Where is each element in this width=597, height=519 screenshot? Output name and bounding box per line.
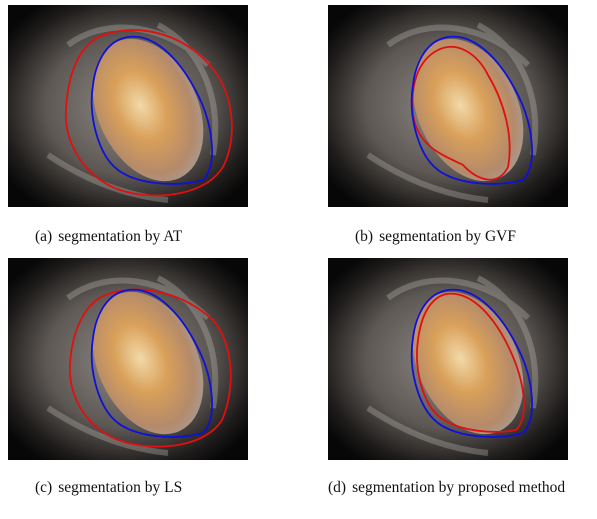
segmentation-image — [8, 5, 248, 207]
segmentation-image — [328, 5, 568, 207]
caption: (d) segmentation by proposed method — [328, 476, 573, 500]
caption-label: (a) — [35, 228, 52, 245]
caption: (a) segmentation by AT — [35, 225, 255, 249]
caption-text: segmentation by proposed method — [352, 479, 565, 496]
caption-label: (c) — [35, 479, 52, 496]
caption-text: segmentation by AT — [58, 228, 182, 245]
caption-text: segmentation by GVF — [379, 228, 516, 245]
caption: (c) segmentation by LS — [35, 476, 255, 500]
caption-label: (b) — [355, 228, 373, 245]
page: (a) segmentation by AT (b) segmentation by … — [0, 0, 597, 519]
segmentation-image — [328, 258, 568, 460]
segmentation-image — [8, 258, 248, 460]
caption-text: segmentation by LS — [58, 479, 182, 496]
caption: (b) segmentation by GVF — [355, 225, 585, 249]
caption-label: (d) — [328, 479, 346, 496]
